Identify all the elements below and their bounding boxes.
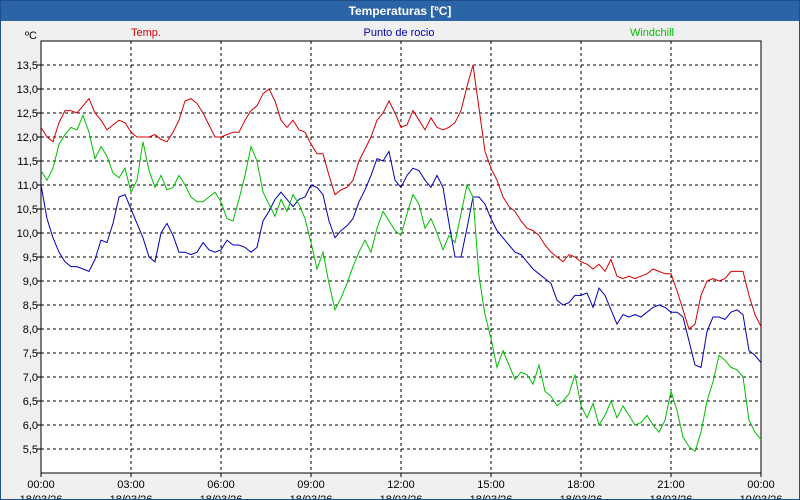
y-unit-label: ºC: [25, 30, 37, 42]
x-tick-time: 03:00: [117, 479, 145, 491]
x-tick-date: 18/03/26: [200, 494, 243, 499]
y-tick-label: 10,5: [17, 204, 38, 216]
y-tick-label: 11,5: [17, 156, 38, 168]
y-tick-label: 8,0: [23, 324, 38, 336]
series-lines: [40, 64, 762, 453]
x-tick-date: 18/03/26: [470, 494, 513, 499]
x-tick-time: 00:00: [747, 479, 775, 491]
series-line-temp: [40, 64, 762, 330]
series-line-windchill: [40, 114, 762, 453]
x-tick-time: 00:00: [27, 479, 55, 491]
y-tick-label: 10,0: [17, 228, 38, 240]
y-tick-label: 9,5: [23, 252, 38, 264]
window-title: Temperaturas [ºC]: [1, 1, 799, 21]
x-tick-date: 18/03/26: [560, 494, 603, 499]
temperature-chart: 5,5 6,0 6,5 7,0 7,5 8,0 8,5 9,0 9,5 10,0 10,5 11,0 1…: [17, 27, 783, 499]
x-tick-time: 21:00: [657, 479, 685, 491]
x-tick-date: 18/03/26: [20, 494, 63, 499]
y-tick-label: 13,5: [17, 60, 38, 72]
y-tick-label: 11,0: [17, 180, 38, 192]
x-tick-time: 15:00: [477, 479, 505, 491]
x-tick-date: 18/03/26: [290, 494, 333, 499]
y-tick-label: 12,0: [17, 132, 38, 144]
legend: Temp. Punto de rocio Windchill: [131, 27, 674, 39]
legend-entry-windchill: Windchill: [630, 27, 674, 39]
series-line-punto-de-rocio: [40, 150, 762, 369]
y-tick-label: 7,0: [23, 372, 38, 384]
x-axis: 00:00 18/03/26 03:00 18/03/26 06:00 18/03/26 0…: [20, 473, 783, 499]
y-axis: 5,5 6,0 6,5 7,0 7,5 8,0 8,5 9,0 9,5 10,0 10,5 11,0 1…: [17, 60, 41, 456]
y-tick-label: 6,5: [23, 396, 38, 408]
y-tick-label: 8,5: [23, 300, 38, 312]
x-tick-time: 12:00: [387, 479, 415, 491]
y-tick-label: 7,5: [23, 348, 38, 360]
y-tick-label: 6,0: [23, 420, 38, 432]
legend-entry-punto-de-rocio: Punto de rocio: [364, 27, 435, 39]
x-tick-date: 18/03/26: [110, 494, 153, 499]
x-tick-date: 19/03/26: [740, 494, 783, 499]
legend-entry-temp: Temp.: [131, 27, 161, 39]
x-tick-time: 18:00: [567, 479, 595, 491]
x-tick-time: 06:00: [207, 479, 235, 491]
y-tick-label: 5,5: [23, 444, 38, 456]
x-tick-date: 18/03/26: [650, 494, 693, 499]
y-tick-label: 9,0: [23, 276, 38, 288]
x-tick-time: 09:00: [297, 479, 325, 491]
y-tick-label: 12,5: [17, 108, 38, 120]
x-tick-date: 18/03/26: [380, 494, 423, 499]
y-tick-label: 13,0: [17, 84, 38, 96]
